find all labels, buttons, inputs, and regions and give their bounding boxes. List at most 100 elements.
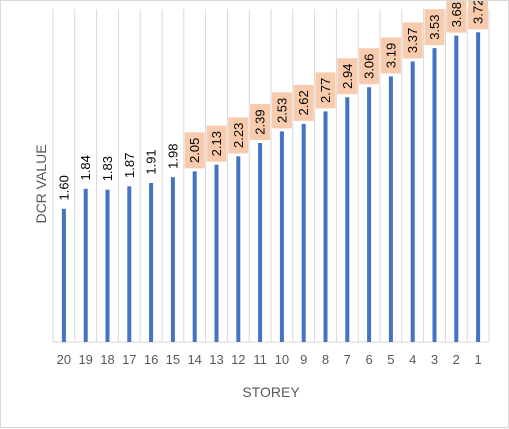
data-label-text: 1.87 bbox=[122, 153, 137, 178]
data-label: 1.83 bbox=[100, 156, 115, 181]
data-label-text: 1.98 bbox=[165, 144, 180, 169]
data-label-box bbox=[271, 92, 292, 129]
data-label-box bbox=[315, 72, 336, 109]
x-tick-label: 11 bbox=[253, 352, 267, 367]
data-label-text: 2.53 bbox=[274, 98, 289, 123]
bar bbox=[454, 35, 459, 342]
data-label-text: 3.53 bbox=[427, 14, 442, 39]
data-label: 1.91 bbox=[144, 149, 159, 174]
data-label: 2.77 bbox=[315, 72, 336, 109]
data-label-text: 2.39 bbox=[253, 109, 268, 134]
gridlines bbox=[52, 9, 490, 343]
data-label-box bbox=[380, 37, 401, 74]
data-labels: 1.60 1.84 1.83 1.87 1.91 1.98 2.05 2.13 2.23 2.39… bbox=[56, 1, 489, 200]
data-label-text: 2.13 bbox=[209, 131, 224, 156]
data-label-box bbox=[206, 125, 227, 162]
data-label-box bbox=[424, 9, 445, 46]
data-label: 3.53 bbox=[424, 9, 445, 46]
data-label: 2.62 bbox=[293, 84, 314, 121]
data-label: 3.72 bbox=[468, 1, 489, 30]
bar bbox=[388, 76, 393, 343]
data-label-box bbox=[293, 84, 314, 121]
bar bbox=[410, 61, 415, 342]
x-tick-label: 6 bbox=[365, 352, 372, 367]
bar bbox=[192, 171, 197, 342]
data-label-text: 1.83 bbox=[100, 156, 115, 181]
x-tick-label: 20 bbox=[57, 352, 71, 367]
data-label-box bbox=[228, 117, 249, 154]
x-tick-label: 18 bbox=[100, 352, 114, 367]
data-label-box bbox=[337, 58, 358, 95]
x-tick-label: 14 bbox=[187, 352, 201, 367]
data-label-text: 2.77 bbox=[318, 78, 333, 103]
data-label: 2.39 bbox=[250, 104, 271, 141]
data-label-box bbox=[446, 1, 467, 33]
data-label-text: 3.19 bbox=[383, 43, 398, 68]
data-label-box bbox=[468, 1, 489, 30]
data-label: 1.84 bbox=[78, 155, 93, 180]
x-tick-label: 17 bbox=[122, 352, 136, 367]
bar bbox=[61, 208, 66, 342]
data-label: 3.19 bbox=[380, 37, 401, 74]
bar bbox=[236, 156, 241, 342]
data-label-text: 3.06 bbox=[362, 54, 377, 79]
data-label: 2.94 bbox=[337, 58, 358, 95]
bar bbox=[476, 32, 481, 342]
data-label-text: 3.37 bbox=[405, 28, 420, 53]
data-label: 1.98 bbox=[165, 144, 180, 169]
bar bbox=[149, 182, 154, 342]
data-label: 2.53 bbox=[271, 92, 292, 129]
data-label-text: 1.60 bbox=[56, 175, 71, 200]
x-axis-ticks: 20 19 18 17 16 15 14 13 12 11 10 9 8 7 6 5 4 3 2 1 bbox=[57, 352, 482, 367]
x-tick-label: 9 bbox=[300, 352, 307, 367]
x-tick-label: 2 bbox=[453, 352, 460, 367]
x-tick-label: 16 bbox=[144, 352, 158, 367]
data-label: 1.60 bbox=[56, 175, 71, 200]
bars bbox=[61, 32, 481, 343]
data-label-box bbox=[250, 104, 271, 141]
x-tick-label: 19 bbox=[78, 352, 92, 367]
data-label: 3.37 bbox=[402, 22, 423, 59]
data-label-text: 1.84 bbox=[78, 155, 93, 180]
bar bbox=[258, 143, 263, 342]
x-tick-label: 13 bbox=[209, 352, 223, 367]
data-label-box bbox=[359, 48, 380, 85]
data-label-text: 2.05 bbox=[187, 138, 202, 163]
y-axis-title: DCR VALUE bbox=[33, 144, 49, 223]
data-label-text: 2.62 bbox=[296, 90, 311, 115]
data-label: 1.87 bbox=[122, 153, 137, 178]
x-axis-title: STOREY bbox=[242, 384, 300, 400]
data-label-text: 3.72 bbox=[471, 1, 486, 24]
data-label-text: 2.23 bbox=[231, 123, 246, 148]
x-tick-label: 8 bbox=[322, 352, 329, 367]
bar bbox=[83, 188, 88, 342]
x-tick-label: 1 bbox=[474, 352, 481, 367]
bar bbox=[105, 189, 110, 342]
bar bbox=[127, 186, 132, 342]
x-tick-label: 3 bbox=[431, 352, 438, 367]
data-label: 3.06 bbox=[359, 48, 380, 85]
bar bbox=[279, 131, 284, 342]
data-label-box bbox=[402, 22, 423, 59]
bar bbox=[367, 87, 372, 342]
bar bbox=[214, 164, 219, 342]
x-tick-label: 7 bbox=[344, 352, 351, 367]
data-label: 3.68 bbox=[446, 1, 467, 33]
x-tick-label: 10 bbox=[275, 352, 289, 367]
x-tick-label: 5 bbox=[387, 352, 394, 367]
data-label: 2.13 bbox=[206, 125, 227, 162]
data-label-text: 3.68 bbox=[449, 2, 464, 27]
data-label-box bbox=[184, 132, 205, 169]
bar bbox=[170, 177, 175, 342]
bar bbox=[301, 123, 306, 342]
x-tick-label: 4 bbox=[409, 352, 416, 367]
x-tick-label: 12 bbox=[231, 352, 245, 367]
data-label-text: 2.94 bbox=[340, 64, 355, 89]
x-tick-label: 15 bbox=[166, 352, 180, 367]
bar bbox=[345, 97, 350, 343]
bar bbox=[323, 111, 328, 343]
data-label-text: 1.91 bbox=[144, 149, 159, 174]
data-label: 2.23 bbox=[228, 117, 249, 154]
